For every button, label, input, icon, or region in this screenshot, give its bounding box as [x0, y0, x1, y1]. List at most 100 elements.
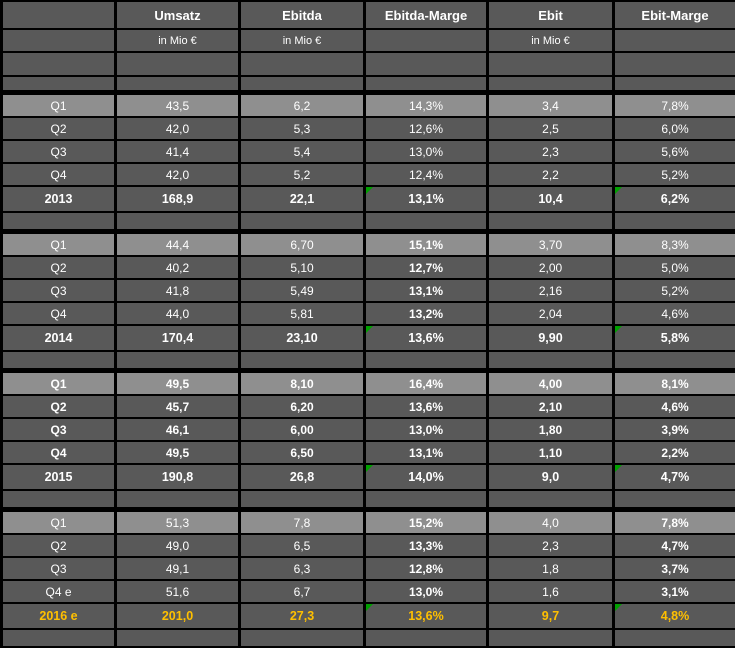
cell-total-ebit-marge[interactable]: 6,2%: [614, 186, 735, 212]
empty-cell[interactable]: [365, 351, 488, 371]
cell-year-label[interactable]: 2014: [2, 325, 116, 351]
cell-umsatz[interactable]: 40,2: [116, 256, 240, 279]
empty-cell[interactable]: [2, 52, 116, 76]
empty-cell[interactable]: [488, 490, 614, 510]
cell-total-ebit[interactable]: 9,7: [488, 603, 614, 629]
cell-total-ebit-marge[interactable]: 4,8%: [614, 603, 735, 629]
unit-cell-ebitda-marge[interactable]: [365, 29, 488, 52]
unit-cell-ebitda[interactable]: in Mio €: [240, 29, 365, 52]
cell-quarter-label[interactable]: Q3: [2, 557, 116, 580]
cell-ebitda-marge[interactable]: 13,0%: [365, 580, 488, 603]
cell-umsatz[interactable]: 43,5: [116, 93, 240, 118]
cell-ebit[interactable]: 2,04: [488, 302, 614, 325]
cell-ebitda-marge[interactable]: 13,6%: [365, 395, 488, 418]
empty-cell[interactable]: [2, 490, 116, 510]
cell-ebitda[interactable]: 5,81: [240, 302, 365, 325]
empty-cell[interactable]: [2, 212, 116, 232]
empty-cell[interactable]: [240, 351, 365, 371]
empty-cell[interactable]: [116, 212, 240, 232]
empty-cell[interactable]: [365, 52, 488, 76]
cell-ebitda-marge[interactable]: 12,8%: [365, 557, 488, 580]
cell-umsatz[interactable]: 51,6: [116, 580, 240, 603]
cell-total-ebitda-marge[interactable]: 13,1%: [365, 186, 488, 212]
cell-ebit[interactable]: 1,8: [488, 557, 614, 580]
cell-umsatz[interactable]: 41,8: [116, 279, 240, 302]
cell-ebit[interactable]: 2,10: [488, 395, 614, 418]
cell-umsatz[interactable]: 41,4: [116, 140, 240, 163]
cell-umsatz[interactable]: 49,1: [116, 557, 240, 580]
cell-ebitda[interactable]: 5,2: [240, 163, 365, 186]
cell-ebitda[interactable]: 6,20: [240, 395, 365, 418]
empty-cell[interactable]: [116, 76, 240, 93]
cell-ebitda-marge[interactable]: 13,0%: [365, 418, 488, 441]
cell-ebit[interactable]: 1,80: [488, 418, 614, 441]
empty-cell[interactable]: [365, 629, 488, 647]
cell-ebit-marge[interactable]: 4,6%: [614, 302, 735, 325]
empty-cell[interactable]: [488, 52, 614, 76]
cell-total-ebitda[interactable]: 22,1: [240, 186, 365, 212]
empty-cell[interactable]: [2, 76, 116, 93]
empty-cell[interactable]: [614, 351, 735, 371]
cell-total-ebit-marge[interactable]: 5,8%: [614, 325, 735, 351]
cell-total-umsatz[interactable]: 170,4: [116, 325, 240, 351]
cell-total-ebitda[interactable]: 26,8: [240, 464, 365, 490]
cell-ebit-marge[interactable]: 7,8%: [614, 510, 735, 535]
column-header-umsatz[interactable]: Umsatz: [116, 1, 240, 29]
cell-total-umsatz[interactable]: 190,8: [116, 464, 240, 490]
cell-total-ebitda-marge[interactable]: 13,6%: [365, 603, 488, 629]
cell-ebitda[interactable]: 6,3: [240, 557, 365, 580]
empty-cell[interactable]: [116, 629, 240, 647]
cell-total-ebit[interactable]: 10,4: [488, 186, 614, 212]
cell-quarter-label[interactable]: Q1: [2, 371, 116, 396]
cell-ebit[interactable]: 2,3: [488, 140, 614, 163]
empty-cell[interactable]: [240, 629, 365, 647]
cell-ebit-marge[interactable]: 3,9%: [614, 418, 735, 441]
cell-quarter-label[interactable]: Q3: [2, 279, 116, 302]
cell-ebitda-marge[interactable]: 16,4%: [365, 371, 488, 396]
cell-ebitda[interactable]: 7,8: [240, 510, 365, 535]
cell-year-label[interactable]: 2016 e: [2, 603, 116, 629]
cell-total-umsatz[interactable]: 201,0: [116, 603, 240, 629]
empty-cell[interactable]: [614, 76, 735, 93]
empty-cell[interactable]: [488, 351, 614, 371]
cell-ebit[interactable]: 1,10: [488, 441, 614, 464]
cell-ebitda-marge[interactable]: 13,3%: [365, 534, 488, 557]
empty-cell[interactable]: [488, 212, 614, 232]
cell-total-ebitda-marge[interactable]: 14,0%: [365, 464, 488, 490]
cell-ebit[interactable]: 4,00: [488, 371, 614, 396]
cell-ebitda[interactable]: 6,5: [240, 534, 365, 557]
empty-cell[interactable]: [2, 629, 116, 647]
cell-quarter-label[interactable]: Q4: [2, 163, 116, 186]
cell-ebitda-marge[interactable]: 15,1%: [365, 232, 488, 257]
empty-cell[interactable]: [2, 351, 116, 371]
cell-umsatz[interactable]: 45,7: [116, 395, 240, 418]
cell-umsatz[interactable]: 42,0: [116, 117, 240, 140]
cell-ebitda-marge[interactable]: 12,6%: [365, 117, 488, 140]
cell-ebit[interactable]: 2,00: [488, 256, 614, 279]
cell-year-label[interactable]: 2015: [2, 464, 116, 490]
cell-ebit[interactable]: 1,6: [488, 580, 614, 603]
cell-umsatz[interactable]: 44,4: [116, 232, 240, 257]
cell-umsatz[interactable]: 46,1: [116, 418, 240, 441]
column-header-ebitda[interactable]: Ebitda: [240, 1, 365, 29]
cell-quarter-label[interactable]: Q4 e: [2, 580, 116, 603]
cell-ebitda[interactable]: 5,3: [240, 117, 365, 140]
empty-cell[interactable]: [116, 351, 240, 371]
empty-cell[interactable]: [365, 490, 488, 510]
cell-umsatz[interactable]: 51,3: [116, 510, 240, 535]
cell-ebit-marge[interactable]: 2,2%: [614, 441, 735, 464]
unit-cell-ebit-marge[interactable]: [614, 29, 735, 52]
cell-umsatz[interactable]: 49,0: [116, 534, 240, 557]
cell-quarter-label[interactable]: Q4: [2, 441, 116, 464]
empty-cell[interactable]: [488, 76, 614, 93]
cell-quarter-label[interactable]: Q2: [2, 117, 116, 140]
cell-total-ebit[interactable]: 9,0: [488, 464, 614, 490]
cell-total-ebit-marge[interactable]: 4,7%: [614, 464, 735, 490]
cell-total-ebitda[interactable]: 23,10: [240, 325, 365, 351]
cell-ebitda[interactable]: 6,50: [240, 441, 365, 464]
cell-total-ebit[interactable]: 9,90: [488, 325, 614, 351]
cell-ebitda[interactable]: 6,00: [240, 418, 365, 441]
cell-ebit-marge[interactable]: 5,6%: [614, 140, 735, 163]
cell-ebitda[interactable]: 6,2: [240, 93, 365, 118]
cell-quarter-label[interactable]: Q3: [2, 140, 116, 163]
